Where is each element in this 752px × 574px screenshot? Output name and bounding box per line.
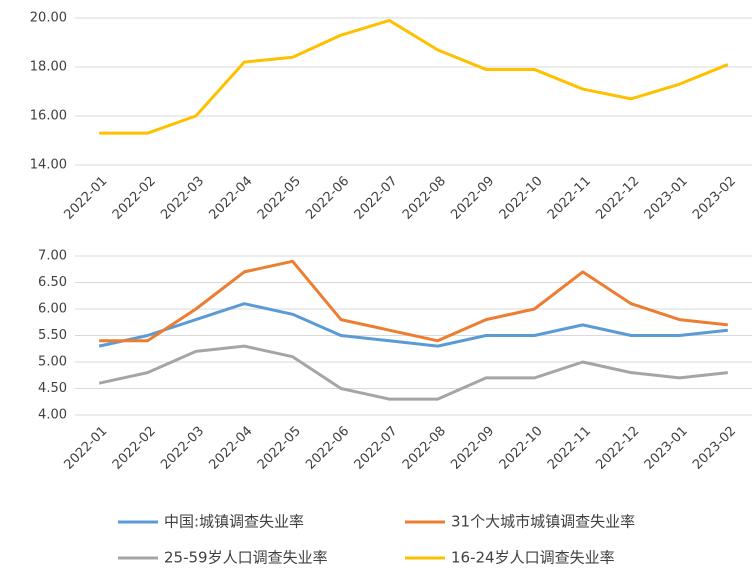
- y-tick-label: 20.00: [30, 11, 67, 26]
- x-tick-label: 2022-01: [61, 424, 110, 473]
- x-tick-label: 2022-07: [352, 174, 401, 223]
- series-line: [99, 259, 728, 343]
- x-tick-label: 2022-02: [110, 424, 159, 473]
- x-tick-label: 2022-06: [303, 174, 352, 223]
- x-tick-label: 2022-08: [400, 424, 449, 473]
- x-tick-label: 2022-02: [110, 174, 159, 223]
- x-tick-label: 2022-05: [255, 424, 304, 473]
- x-tick-label: 2023-02: [690, 424, 739, 473]
- x-tick-label: 2022-04: [207, 424, 256, 473]
- x-tick-label: 2023-01: [642, 174, 691, 223]
- x-tick-label: 2022-07: [352, 424, 401, 473]
- x-tick-label: 2022-03: [158, 174, 207, 223]
- x-tick-label: 2022-11: [545, 424, 594, 473]
- x-tick-label: 2022-05: [255, 174, 304, 223]
- y-tick-label: 5.50: [38, 328, 67, 343]
- x-tick-label: 2022-06: [303, 424, 352, 473]
- legend: 中国:城镇调查失业率 31个大城市城镇调查失业率 25-59岁人口调查失业率 16-2…: [118, 513, 635, 567]
- x-tick-label: 2022-04: [207, 174, 256, 223]
- x-tick-label: 2022-11: [545, 174, 594, 223]
- x-tick-label: 2022-03: [158, 424, 207, 473]
- x-tick-label: 2022-10: [497, 174, 546, 223]
- x-tick-label: 2023-02: [690, 174, 739, 223]
- y-tick-label: 16.00: [30, 109, 67, 124]
- y-tick-label: 6.50: [38, 275, 67, 290]
- legend-label: 16-24岁人口调查失业率: [451, 549, 615, 567]
- series-line: [98, 344, 728, 401]
- y-tick-label: 18.00: [30, 60, 67, 75]
- x-tick-label: 2023-01: [642, 424, 691, 473]
- x-tick-label: 2022-12: [593, 424, 642, 473]
- series-line: [98, 302, 728, 348]
- y-tick-label: 4.00: [38, 408, 67, 423]
- legend-label: 中国:城镇调查失业率: [164, 513, 304, 531]
- x-tick-label: 2022-08: [400, 174, 449, 223]
- series-line: [99, 18, 729, 135]
- x-tick-label: 2022-01: [61, 174, 110, 223]
- x-tick-label: 2022-09: [448, 424, 497, 473]
- legend-label: 25-59岁人口调查失业率: [164, 549, 328, 567]
- legend-label: 31个大城市城镇调查失业率: [451, 513, 635, 531]
- x-tick-label: 2022-10: [497, 424, 546, 473]
- y-tick-label: 14.00: [30, 158, 67, 173]
- y-tick-label: 7.00: [38, 249, 67, 264]
- x-tick-label: 2022-12: [593, 174, 642, 223]
- y-tick-label: 6.00: [38, 302, 67, 317]
- y-tick-label: 5.00: [38, 355, 67, 370]
- x-tick-label: 2022-09: [448, 174, 497, 223]
- y-tick-label: 4.50: [38, 381, 67, 396]
